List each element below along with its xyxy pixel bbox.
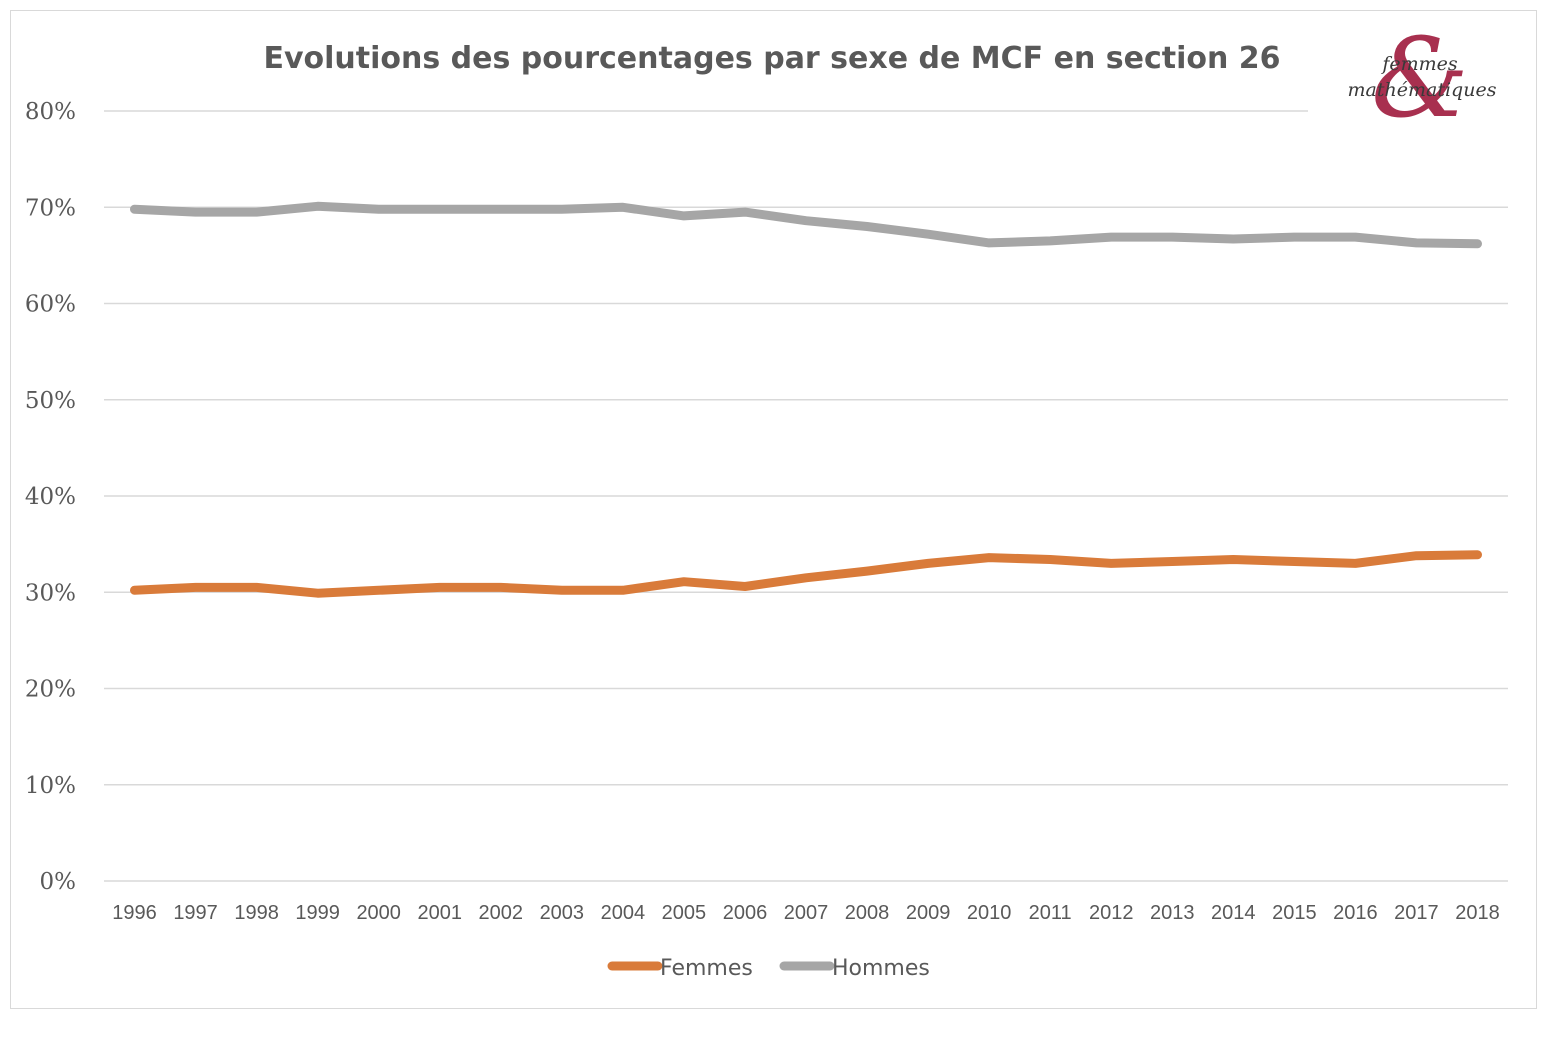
gridlines bbox=[104, 110, 1508, 882]
x-tick-label: 2016 bbox=[1333, 902, 1378, 924]
chart-frame bbox=[10, 10, 1537, 1009]
logo-ampersand: & bbox=[1371, 14, 1469, 142]
x-tick-label: 1998 bbox=[234, 902, 279, 924]
y-tick-label: 80% bbox=[25, 99, 76, 125]
x-tick-label: 2015 bbox=[1272, 902, 1317, 924]
x-tick-label: 2004 bbox=[601, 902, 646, 924]
y-tick-label: 40% bbox=[25, 484, 76, 510]
y-tick-label: 70% bbox=[25, 195, 76, 221]
x-tick-label: 2006 bbox=[723, 902, 768, 924]
x-tick-label: 1996 bbox=[112, 902, 157, 924]
x-tick-label: 1999 bbox=[295, 902, 340, 924]
y-tick-label: 10% bbox=[25, 773, 76, 799]
series-line-femmes bbox=[130, 550, 1482, 598]
x-tick-label: 2003 bbox=[540, 902, 585, 924]
legend: Femmes Hommes bbox=[607, 956, 930, 981]
x-tick-label: 2002 bbox=[479, 902, 524, 924]
legend-label-hommes: Hommes bbox=[832, 956, 930, 981]
y-tick-label: 60% bbox=[25, 292, 76, 318]
y-tick-label: 0% bbox=[40, 869, 77, 895]
x-tick-label: 2010 bbox=[967, 902, 1012, 924]
y-tick-label: 20% bbox=[25, 677, 76, 703]
femmes-mathematiques-logo: & femmes mathématiques bbox=[1322, 14, 1536, 142]
series-line-hommes bbox=[130, 201, 1482, 249]
x-tick-label: 2012 bbox=[1089, 902, 1134, 924]
x-tick-label: 2018 bbox=[1455, 902, 1500, 924]
series-lines bbox=[130, 201, 1482, 598]
logo-line-1: femmes bbox=[1380, 53, 1458, 75]
x-tick-label: 1997 bbox=[173, 902, 218, 924]
x-tick-label: 2013 bbox=[1150, 902, 1195, 924]
logo-line-2: mathématiques bbox=[1348, 79, 1497, 101]
x-tick-label: 2009 bbox=[906, 902, 951, 924]
x-tick-label: 2007 bbox=[784, 902, 829, 924]
x-tick-label: 2001 bbox=[417, 902, 462, 924]
x-tick-label: 2000 bbox=[356, 902, 401, 924]
chart-title: Evolutions des pourcentages par sexe de … bbox=[263, 41, 1280, 76]
x-tick-label: 2014 bbox=[1211, 902, 1256, 924]
x-axis-ticks: 1996 1997 1998 1999 2000 2001 2002 2003 2004 2005… bbox=[112, 902, 1499, 924]
x-tick-label: 2011 bbox=[1029, 902, 1072, 924]
y-axis-ticks: 0% 10% 20% 30% 40% 50% 60% 70% 80% bbox=[25, 99, 76, 895]
y-tick-label: 30% bbox=[25, 580, 76, 606]
x-tick-label: 2017 bbox=[1394, 902, 1439, 924]
x-tick-label: 2008 bbox=[845, 902, 890, 924]
y-tick-label: 50% bbox=[25, 388, 76, 414]
x-tick-label: 2005 bbox=[662, 902, 707, 924]
logo-background bbox=[1322, 18, 1536, 130]
legend-label-femmes: Femmes bbox=[660, 956, 753, 981]
